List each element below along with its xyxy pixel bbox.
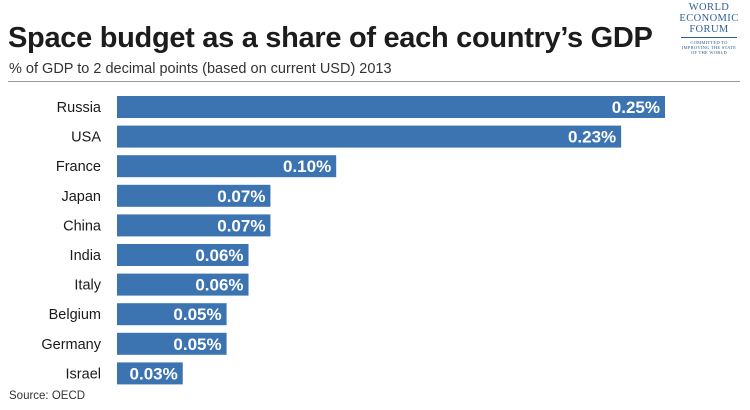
category-label: Germany [41, 337, 101, 353]
bar-value-label: 0.07% [217, 216, 265, 235]
logo-tagline-1: COMMITTED TO [690, 40, 728, 45]
bar [117, 214, 271, 237]
bar-value-label: 0.25% [612, 98, 660, 117]
bar-value-label: 0.03% [130, 364, 178, 383]
chart-title: Space budget as a share of each country’… [8, 22, 653, 54]
category-label: India [70, 248, 102, 264]
bar-value-label: 0.06% [195, 246, 243, 265]
bar-value-label: 0.07% [217, 187, 265, 206]
category-label: Italy [74, 278, 101, 294]
category-label: Japan [61, 189, 101, 205]
bar-value-label: 0.10% [283, 157, 331, 176]
bar [117, 244, 249, 266]
bar-value-label: 0.06% [195, 276, 243, 295]
category-label: China [63, 218, 102, 234]
wef-logo: WORLD ECONOMIC FORUM COMMITTED TO IMPROV… [674, 2, 744, 55]
bar [117, 155, 337, 178]
logo-tagline-3: OF THE WORLD [690, 50, 728, 55]
logo-tagline-2: IMPROVING THE STATE [681, 45, 737, 50]
bar [117, 125, 622, 148]
category-label: Russia [57, 100, 102, 116]
chart-subtitle: % of GDP to 2 decimal points (based on c… [9, 61, 392, 77]
bar [117, 184, 271, 207]
logo-line-forum: FORUM [689, 24, 729, 35]
category-label: France [56, 159, 101, 175]
logo-line-economic: ECONOMIC [679, 13, 739, 24]
category-label: Israel [66, 366, 101, 382]
bar [117, 273, 249, 296]
category-label: USA [71, 130, 101, 146]
source-note: Source: OECD [9, 390, 86, 402]
logo-divider [681, 37, 737, 38]
logo-line-world: WORLD [688, 2, 730, 13]
bar [117, 303, 227, 326]
bar-value-label: 0.23% [568, 128, 616, 147]
bar [117, 362, 183, 385]
bar-value-label: 0.05% [173, 335, 221, 354]
bar [117, 96, 665, 118]
title-divider [8, 81, 740, 82]
bar [117, 332, 227, 355]
bar-value-label: 0.05% [173, 305, 221, 324]
category-label: Belgium [49, 307, 101, 323]
